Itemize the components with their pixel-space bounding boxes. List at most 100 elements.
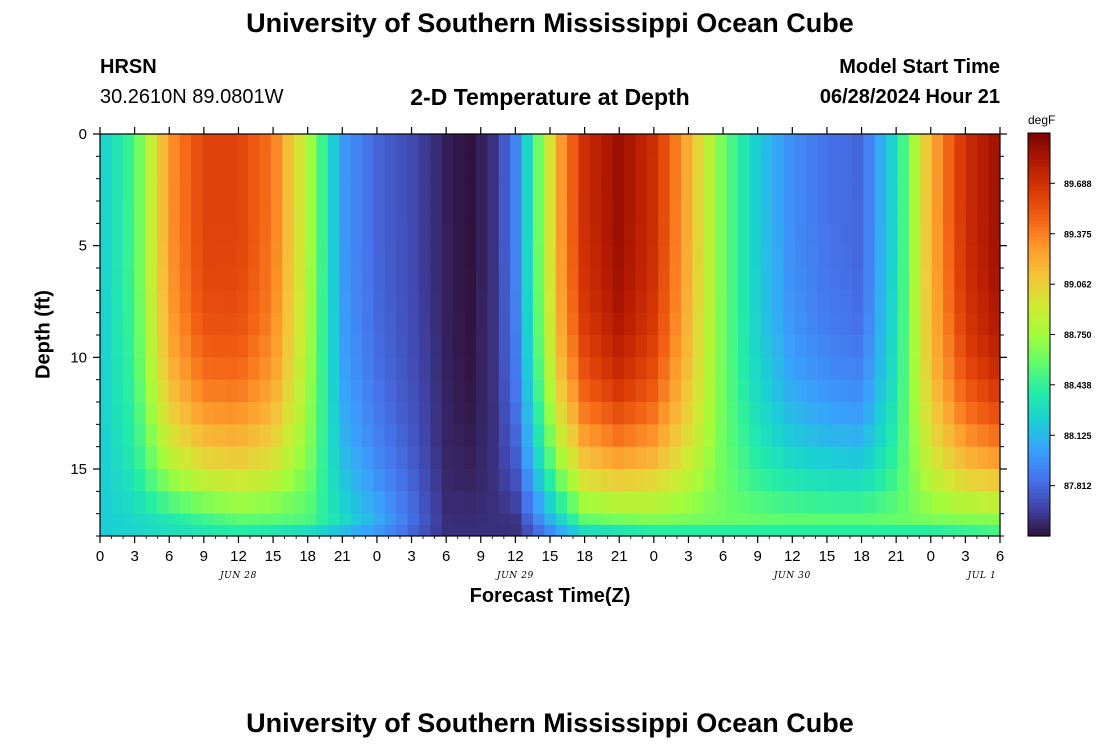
heatmap-cell — [669, 245, 682, 269]
heatmap-cell — [179, 245, 192, 269]
heatmap-cell — [498, 178, 511, 202]
heatmap-cell — [293, 446, 306, 470]
heatmap-cell — [384, 357, 397, 381]
heatmap-cell — [635, 491, 648, 515]
colorbar-segment — [1028, 156, 1050, 161]
heatmap-cell — [453, 290, 466, 314]
colorbar-segment — [1028, 321, 1050, 326]
heatmap-cell — [874, 357, 887, 381]
heatmap-cell — [475, 446, 488, 470]
heatmap-cell — [943, 357, 956, 381]
heatmap-cell — [464, 524, 477, 536]
heatmap-cell — [270, 357, 283, 381]
heatmap-cell — [316, 469, 329, 492]
heatmap-cell — [362, 201, 375, 224]
heatmap-cell — [737, 290, 750, 314]
heatmap-cell — [567, 178, 580, 202]
heatmap-cell — [840, 469, 853, 492]
heatmap-cell — [179, 223, 192, 247]
colorbar-segment — [1028, 243, 1050, 248]
heatmap-cell — [886, 335, 899, 358]
heatmap-cell — [851, 223, 864, 247]
heatmap-cell — [316, 446, 329, 470]
y-tick-label: 5 — [79, 238, 87, 255]
colorbar-segment — [1028, 418, 1050, 423]
heatmap-cell — [475, 156, 488, 180]
heatmap-cell — [236, 446, 249, 470]
heatmap-cell — [475, 402, 488, 425]
heatmap-cell — [339, 379, 352, 403]
heatmap-cell — [578, 335, 591, 358]
heatmap-cell — [532, 312, 545, 336]
heatmap-cell — [840, 201, 853, 224]
heatmap-cell — [567, 268, 580, 291]
heatmap-cell — [943, 134, 956, 157]
heatmap-cell — [703, 335, 716, 358]
x-tick-label: 12 — [507, 548, 524, 565]
heatmap-cell — [737, 134, 750, 157]
heatmap-cell — [441, 379, 454, 403]
heatmap-cell — [931, 312, 944, 336]
heatmap-cell — [521, 335, 534, 358]
heatmap-cell — [886, 402, 899, 425]
heatmap-cell — [191, 335, 204, 358]
heatmap-cell — [544, 268, 557, 291]
heatmap-cell — [772, 357, 785, 381]
heatmap-cell — [111, 491, 124, 515]
heatmap-cell — [977, 469, 990, 492]
heatmap-cell — [567, 245, 580, 269]
heatmap-cell — [817, 446, 830, 470]
heatmap-cell — [407, 379, 420, 403]
heatmap-cell — [498, 134, 511, 157]
heatmap-cell — [544, 245, 557, 269]
colorbar-tick-label: 88.125 — [1064, 431, 1092, 441]
heatmap-cell — [350, 335, 363, 358]
colorbar-segment — [1028, 263, 1050, 268]
heatmap-cell — [635, 379, 648, 403]
heatmap-cell — [749, 469, 762, 492]
heatmap-cell — [920, 312, 933, 336]
heatmap-cell — [954, 245, 967, 269]
heatmap-cell — [920, 268, 933, 291]
heatmap-cell — [601, 402, 614, 425]
heatmap-cell — [191, 290, 204, 314]
heatmap-cell — [794, 290, 807, 314]
heatmap-cell — [737, 513, 750, 526]
heatmap-cell — [658, 312, 671, 336]
heatmap-cell — [669, 268, 682, 291]
heatmap-cell — [339, 290, 352, 314]
heatmap-cell — [213, 178, 226, 202]
heatmap-cell — [840, 134, 853, 157]
heatmap-cell — [658, 290, 671, 314]
heatmap-cell — [715, 245, 728, 269]
heatmap-cell — [396, 491, 409, 515]
heatmap-cell — [350, 469, 363, 492]
colorbar-segment — [1028, 525, 1050, 530]
heatmap-cell — [430, 290, 443, 314]
heatmap-cell — [145, 469, 158, 492]
heatmap-cell — [327, 357, 340, 381]
heatmap-cell — [840, 312, 853, 336]
heatmap-cell — [510, 245, 523, 269]
heatmap-cell — [532, 335, 545, 358]
heatmap-cell — [920, 201, 933, 224]
x-tick-label: 3 — [684, 548, 692, 565]
heatmap-cell — [578, 402, 591, 425]
heatmap-cell — [339, 357, 352, 381]
heatmap-cell — [236, 156, 249, 180]
heatmap-cell — [418, 402, 431, 425]
heatmap-cell — [794, 379, 807, 403]
heatmap-cell — [305, 156, 318, 180]
heatmap-cell — [658, 524, 671, 536]
heatmap-cell — [179, 446, 192, 470]
heatmap-cell — [236, 491, 249, 515]
heatmap-cell — [544, 469, 557, 492]
colorbar-segment — [1028, 435, 1050, 440]
heatmap-cell — [191, 223, 204, 247]
heatmap-cell — [498, 268, 511, 291]
heatmap-cell — [578, 469, 591, 492]
heatmap-cell — [510, 424, 523, 448]
heatmap-cell — [624, 245, 637, 269]
heatmap-cell — [965, 357, 978, 381]
heatmap-cell — [624, 201, 637, 224]
